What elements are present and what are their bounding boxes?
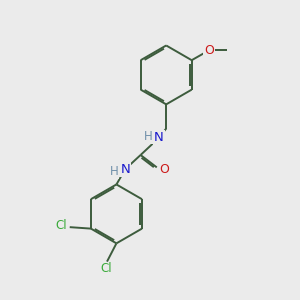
Text: H: H [110, 165, 118, 178]
Text: H: H [144, 130, 153, 143]
Text: O: O [159, 163, 169, 176]
Text: Cl: Cl [100, 262, 112, 275]
Text: Cl: Cl [56, 220, 67, 232]
Text: N: N [120, 163, 130, 176]
Text: O: O [204, 44, 214, 57]
Text: N: N [154, 131, 164, 144]
